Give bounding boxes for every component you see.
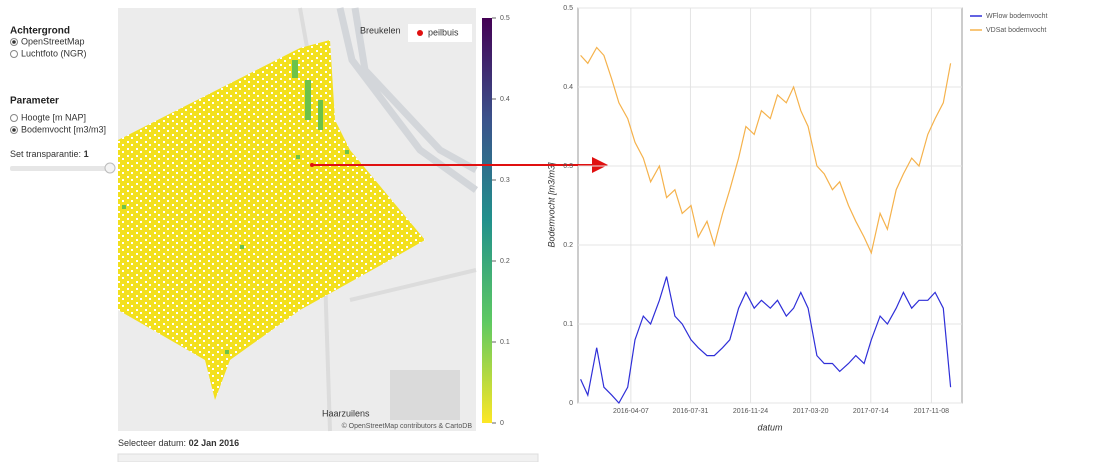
date-slider[interactable] bbox=[118, 454, 538, 462]
legend-label: VDSat bodemvocht bbox=[986, 27, 1046, 34]
place-label: Breukelen bbox=[360, 25, 401, 35]
y-tick-label: 0.3 bbox=[563, 163, 573, 170]
x-tick-label: 2016-11-24 bbox=[733, 408, 768, 415]
place-label: Haarzuilens bbox=[322, 408, 370, 418]
date-label: Selecteer datum: 02 Jan 2016 bbox=[118, 438, 239, 448]
map: Breukelen Haarzuilens © OpenStreetMap co… bbox=[118, 8, 492, 431]
page: Achtergrond Parameter Set transparantie:… bbox=[0, 0, 1097, 462]
colorbar bbox=[482, 18, 492, 423]
colorbar-tick-label: 0 bbox=[500, 420, 504, 427]
x-axis-label: datum bbox=[757, 422, 783, 432]
colorbar-tick-label: 0.4 bbox=[500, 96, 510, 103]
colorbar-tick-label: 0.5 bbox=[500, 15, 510, 22]
y-axis-label: Bodemvocht [m3/m3] bbox=[546, 162, 556, 248]
attribution: © OpenStreetMap contributors & CartoDB bbox=[342, 422, 473, 430]
y-tick-label: 0.1 bbox=[563, 321, 573, 328]
x-tick-label: 2016-04-07 bbox=[613, 408, 649, 415]
section-heading: Achtergrond bbox=[10, 26, 70, 37]
y-tick-label: 0.2 bbox=[563, 242, 573, 249]
y-tick-label: 0.4 bbox=[563, 84, 573, 91]
radio-dot bbox=[12, 128, 16, 132]
slider-handle[interactable] bbox=[105, 163, 115, 173]
x-tick-label: 2016-07-31 bbox=[673, 408, 709, 415]
radio-label[interactable]: Luchtfoto (NGR) bbox=[21, 48, 87, 58]
radio-label[interactable]: Bodemvocht [m3/m3] bbox=[21, 124, 106, 134]
colorbar-tick-label: 0.1 bbox=[500, 339, 510, 346]
radio-label[interactable]: Hoogte [m NAP] bbox=[21, 112, 86, 122]
colorbar-tick-label: 0.3 bbox=[500, 177, 510, 184]
y-tick-label: 0.5 bbox=[563, 5, 573, 12]
radio-label[interactable]: OpenStreetMap bbox=[21, 36, 85, 46]
legend-label: peilbuis bbox=[428, 27, 459, 37]
radio-dot bbox=[12, 40, 16, 44]
legend-label: WFlow bodemvocht bbox=[986, 13, 1048, 20]
x-tick-label: 2017-07-14 bbox=[853, 408, 889, 415]
legend-marker bbox=[417, 30, 423, 36]
radio-button[interactable] bbox=[11, 115, 18, 122]
x-tick-label: 2017-03-20 bbox=[793, 408, 829, 415]
slider-label: Set transparantie: 1 bbox=[10, 149, 89, 159]
colorbar-tick-label: 0.2 bbox=[500, 258, 510, 265]
map-area bbox=[390, 370, 460, 420]
slider-track[interactable] bbox=[10, 166, 110, 171]
radio-button[interactable] bbox=[11, 51, 18, 58]
x-tick-label: 2017-11-08 bbox=[914, 408, 949, 415]
plot-area bbox=[578, 8, 962, 403]
section-heading: Parameter bbox=[10, 96, 59, 107]
y-tick-label: 0 bbox=[569, 400, 573, 407]
